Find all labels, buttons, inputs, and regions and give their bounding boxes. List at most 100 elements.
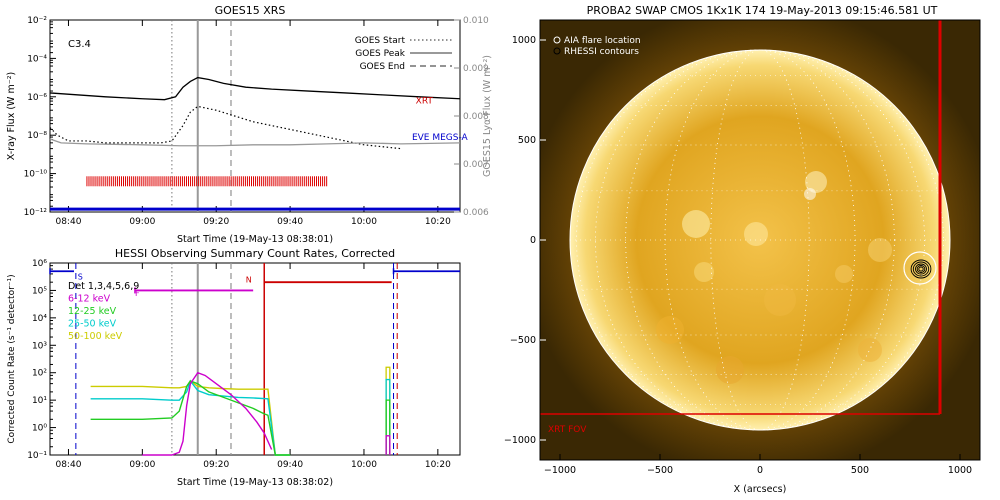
x-tick-label: 1000 [948,465,972,476]
swap-title: PROBA2 SWAP CMOS 1Kx1K 174 19-May-2013 0… [587,4,938,17]
x-tick-label: 08:40 [55,217,81,227]
x-tick-label: 09:40 [277,460,303,470]
y-tick-label: 10⁻¹² [24,208,48,218]
hessi-legend-label: 12-25 keV [68,306,117,317]
heliographic-grid [570,49,950,431]
hessi-legend-label: 25-50 keV [68,319,117,330]
goes-series-ly- [49,138,461,147]
active-region [694,262,714,282]
active-regions [656,171,892,384]
goes-annotations: XRT EVE MEGS-A [412,97,469,143]
longitude-line [664,49,856,431]
swap-legend-marker [553,36,561,44]
x-tick-label: 10:20 [425,217,451,227]
y-tick-label: 10² [32,369,47,379]
x-tick-label: −500 [647,465,673,476]
xrt-fov-box [540,20,942,415]
goes-flare-class: C3.4 [68,39,91,50]
y-tick-label: 10⁻¹ [27,451,47,461]
y-tick-label: 10⁻⁶ [27,93,47,103]
swap-legend-label: RHESSI contours [564,47,639,57]
y-tick-label: 10⁻² [27,16,47,26]
hessi-xlabel: Start Time (19-May-13 08:38:02) [177,477,333,488]
y-tick-label: 0 [530,235,536,246]
goes-xlabel: Start Time (19-May-13 08:38:01) [177,234,333,245]
x-tick-label: −1000 [544,465,576,476]
hessi-title: HESSI Observing Summary Count Rates, Cor… [115,247,395,260]
goes-title: GOES15 XRS [215,4,286,17]
hessi-series-12-25-kev [90,380,291,456]
hessi-legend-label: 50-100 keV [68,331,123,342]
goes-legend: GOES Start GOES Peak GOES End [355,36,452,72]
hessi-plot-frame [49,262,461,456]
y-tick-label: 10⁻⁴ [27,54,47,64]
goes-legend-label: GOES Start [355,36,406,46]
rhessi-contour [912,261,930,277]
y-tick-label: 10⁻⁸ [27,131,47,141]
flare-marker [903,251,937,285]
swap-xlabel: X (arcsecs) [734,484,787,495]
y-tick-label: 10⁶ [32,259,47,269]
hessi-state-label: F [135,289,140,298]
hessi-legend-label: Det 1,3,4,5,6,9 [68,281,139,292]
y-tick-label: 10⁰ [32,424,47,434]
y-tick-label: 10⁻¹⁰ [24,170,48,180]
x-tick-label: 500 [851,465,869,476]
y-tick-label: 10³ [32,341,47,351]
x-tick-label: 09:00 [129,217,155,227]
swap-legend-marker [553,47,561,55]
goes-ylabel-left: X-ray Flux (W m⁻²) [6,72,17,161]
hessi-late-spike [385,399,391,455]
active-region [656,316,684,344]
xrt-fov-label: XRT FOV [548,425,587,435]
x-tick-label: 10:00 [351,460,377,470]
goes-annotation-label: XRT [416,97,434,107]
hessi-state-label: S [78,273,83,282]
active-region [716,356,744,384]
goes-series [49,76,461,150]
goes-xrs-panel: GOES15 XRS X-ray Flux (W m⁻²) GOES15 Lyα… [6,4,493,245]
x-tick-label: 10:00 [351,217,377,227]
x-tick-label: 09:00 [129,460,155,470]
goes-ylabel-right: GOES15 Lyα Flux (W m⁻²) [482,55,493,177]
x-tick-label: 0 [757,465,763,476]
y-tick-label: −500 [510,335,536,346]
active-region [682,210,710,238]
y-tick-label: 10¹ [32,396,47,406]
y-right-tick-label: 0.010 [463,16,489,26]
y-tick-label: 500 [518,135,536,146]
goes-series-long [49,76,461,101]
x-tick-label: 10:20 [425,460,451,470]
aia-flare-circle [903,251,937,285]
goes-legend-label: GOES Peak [355,49,405,59]
x-tick-label: 09:20 [203,217,229,227]
active-region [835,265,853,283]
goes-legend-label: GOES End [360,62,405,72]
active-region [764,284,796,316]
hessi-event-lines [75,263,398,455]
x-tick-label: 09:40 [277,217,303,227]
y-tick-label: −1000 [504,435,536,446]
y-right-tick-label: 0.006 [463,208,489,218]
active-region [868,238,892,262]
rhessi-contour [916,265,926,273]
x-tick-label: 08:40 [55,460,81,470]
y-right-tick-label: 0.008 [463,112,489,122]
active-region [744,222,768,246]
swap-image-panel: PROBA2 SWAP CMOS 1Kx1K 174 19-May-2013 0… [504,4,981,495]
hessi-ylabel: Corrected Count Rate (s⁻¹ detector⁻¹) [7,274,17,443]
swap-legend-label: AIA flare location [564,36,641,46]
hessi-legend-label: 6-12 keV [68,294,111,305]
goes-plot-frame [49,19,461,213]
rhessi-contour [918,266,924,272]
hessi-series-6-12-kev [142,371,273,456]
hessi-state-label: N [246,275,252,284]
y-tick-label: 10⁴ [32,314,47,324]
x-tick-label: 09:20 [203,460,229,470]
rhessi-contour [910,259,932,279]
active-region [804,188,816,200]
y-tick-label: 1000 [512,35,536,46]
